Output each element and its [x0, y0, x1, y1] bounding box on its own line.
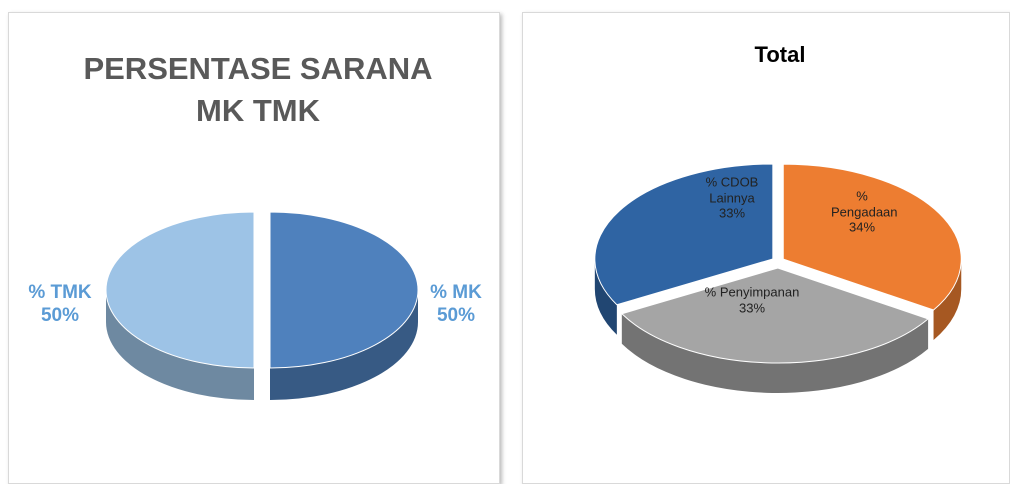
pie-slice [594, 163, 774, 306]
value-label: 33% [718, 205, 746, 221]
value-label: 34% [848, 219, 876, 235]
data-label: % TMK 50% [20, 282, 100, 328]
pie-slice-side [270, 290, 418, 400]
category-label: % CDOB Lainnya [705, 174, 759, 206]
value-label: 50% [40, 305, 80, 326]
pie-slice [105, 211, 255, 369]
pie-slice-side [106, 290, 254, 400]
chart-title: Total [754, 42, 806, 67]
pie-slice [782, 163, 962, 311]
data-label: % CDOB Lainnya 33% [702, 175, 762, 222]
pie-slice [620, 267, 930, 364]
pie-slice-side [621, 313, 929, 393]
pie-slice [269, 211, 419, 369]
value-label: 50% [436, 305, 476, 326]
chart-title: PERSENTASE SARANA MK TMK [83, 51, 433, 128]
value-label: 33% [738, 300, 766, 315]
category-label: % Penyimpanan [704, 284, 800, 300]
data-label: % Pengadaan 34% [831, 188, 898, 236]
category-label: % Pengadaan [831, 188, 898, 220]
pie-slice-side [594, 258, 617, 335]
category-label: % TMK [28, 282, 92, 304]
category-label: % MK [430, 282, 482, 304]
data-label: % MK 50% [416, 282, 496, 328]
data-label: % Penyimpanan 33% [687, 284, 817, 315]
pie-slice-side [933, 259, 962, 341]
